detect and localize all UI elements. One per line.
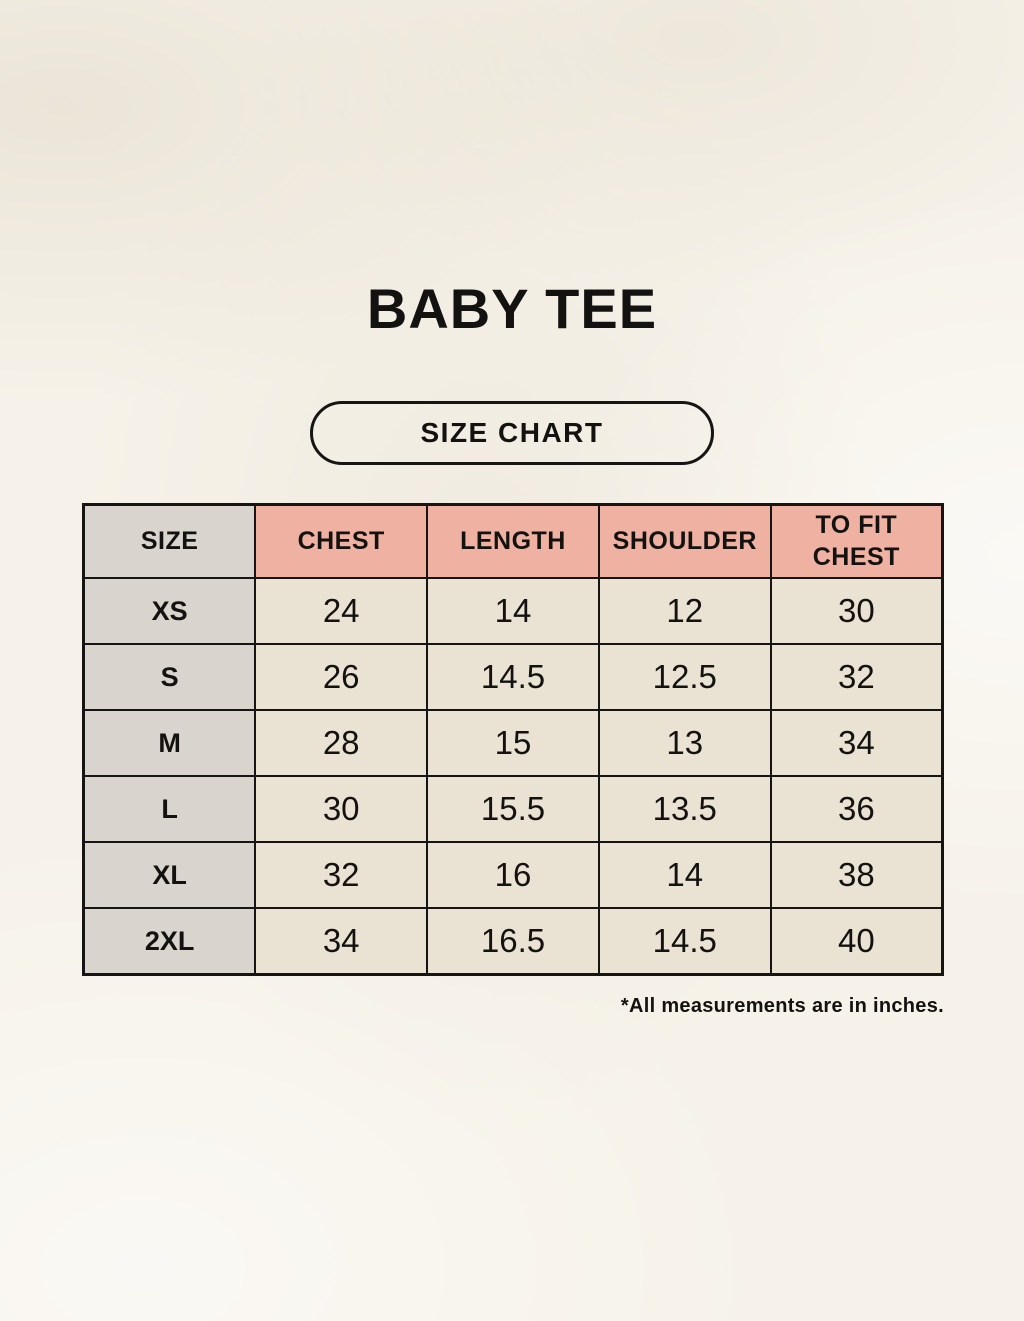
to-fit-chest-cell: 34 [769,709,944,777]
size-chart-button-label: SIZE CHART [420,417,604,448]
size-cell: XS [82,577,257,645]
size-cell: L [82,775,257,843]
column-header-to-fit-chest: TO FIT CHEST [769,503,944,579]
length-cell: 14 [426,577,600,645]
chest-cell: 28 [254,709,429,777]
header-row: SIZE CHEST LENGTH SHOULDER TO FIT CHEST [82,503,944,579]
length-cell: 16 [426,841,600,909]
table-row: L 30 15.5 13.5 36 [82,775,944,843]
table-row: S 26 14.5 12.5 32 [82,643,944,711]
to-fit-chest-cell: 30 [769,577,944,645]
shoulder-cell: 12.5 [597,643,772,711]
chest-cell: 30 [254,775,429,843]
chest-cell: 26 [254,643,429,711]
to-fit-chest-cell: 36 [769,775,944,843]
column-header-length: LENGTH [426,503,600,579]
shoulder-cell: 13 [597,709,772,777]
chest-cell: 34 [254,907,429,976]
measurements-footnote: *All measurements are in inches. [620,995,944,1017]
column-header-shoulder: SHOULDER [597,503,772,579]
to-fit-chest-cell: 40 [769,907,944,976]
shoulder-cell: 14.5 [597,907,772,976]
to-fit-chest-cell: 38 [769,841,944,909]
table-row: 2XL 34 16.5 14.5 40 [82,907,944,976]
length-cell: 16.5 [426,907,600,976]
shoulder-cell: 13.5 [597,775,772,843]
length-cell: 15 [426,709,600,777]
size-cell: M [82,709,257,777]
size-cell: 2XL [82,907,257,976]
length-cell: 15.5 [426,775,600,843]
size-chart-button[interactable]: SIZE CHART [310,401,714,465]
size-chart-table: SIZE CHEST LENGTH SHOULDER TO FIT CHEST … [82,503,944,976]
size-cell: XL [82,841,257,909]
chest-cell: 24 [254,577,429,645]
chest-cell: 32 [254,841,429,909]
table-row: XS 24 14 12 30 [82,577,944,645]
length-cell: 14.5 [426,643,600,711]
table-row: M 28 15 13 34 [82,709,944,777]
shoulder-cell: 12 [597,577,772,645]
column-header-chest: CHEST [254,503,429,579]
shoulder-cell: 14 [597,841,772,909]
table-row: XL 32 16 14 38 [82,841,944,909]
size-cell: S [82,643,257,711]
to-fit-chest-cell: 32 [769,643,944,711]
product-title: BABY TEE [366,277,658,340]
column-header-size: SIZE [82,503,257,579]
